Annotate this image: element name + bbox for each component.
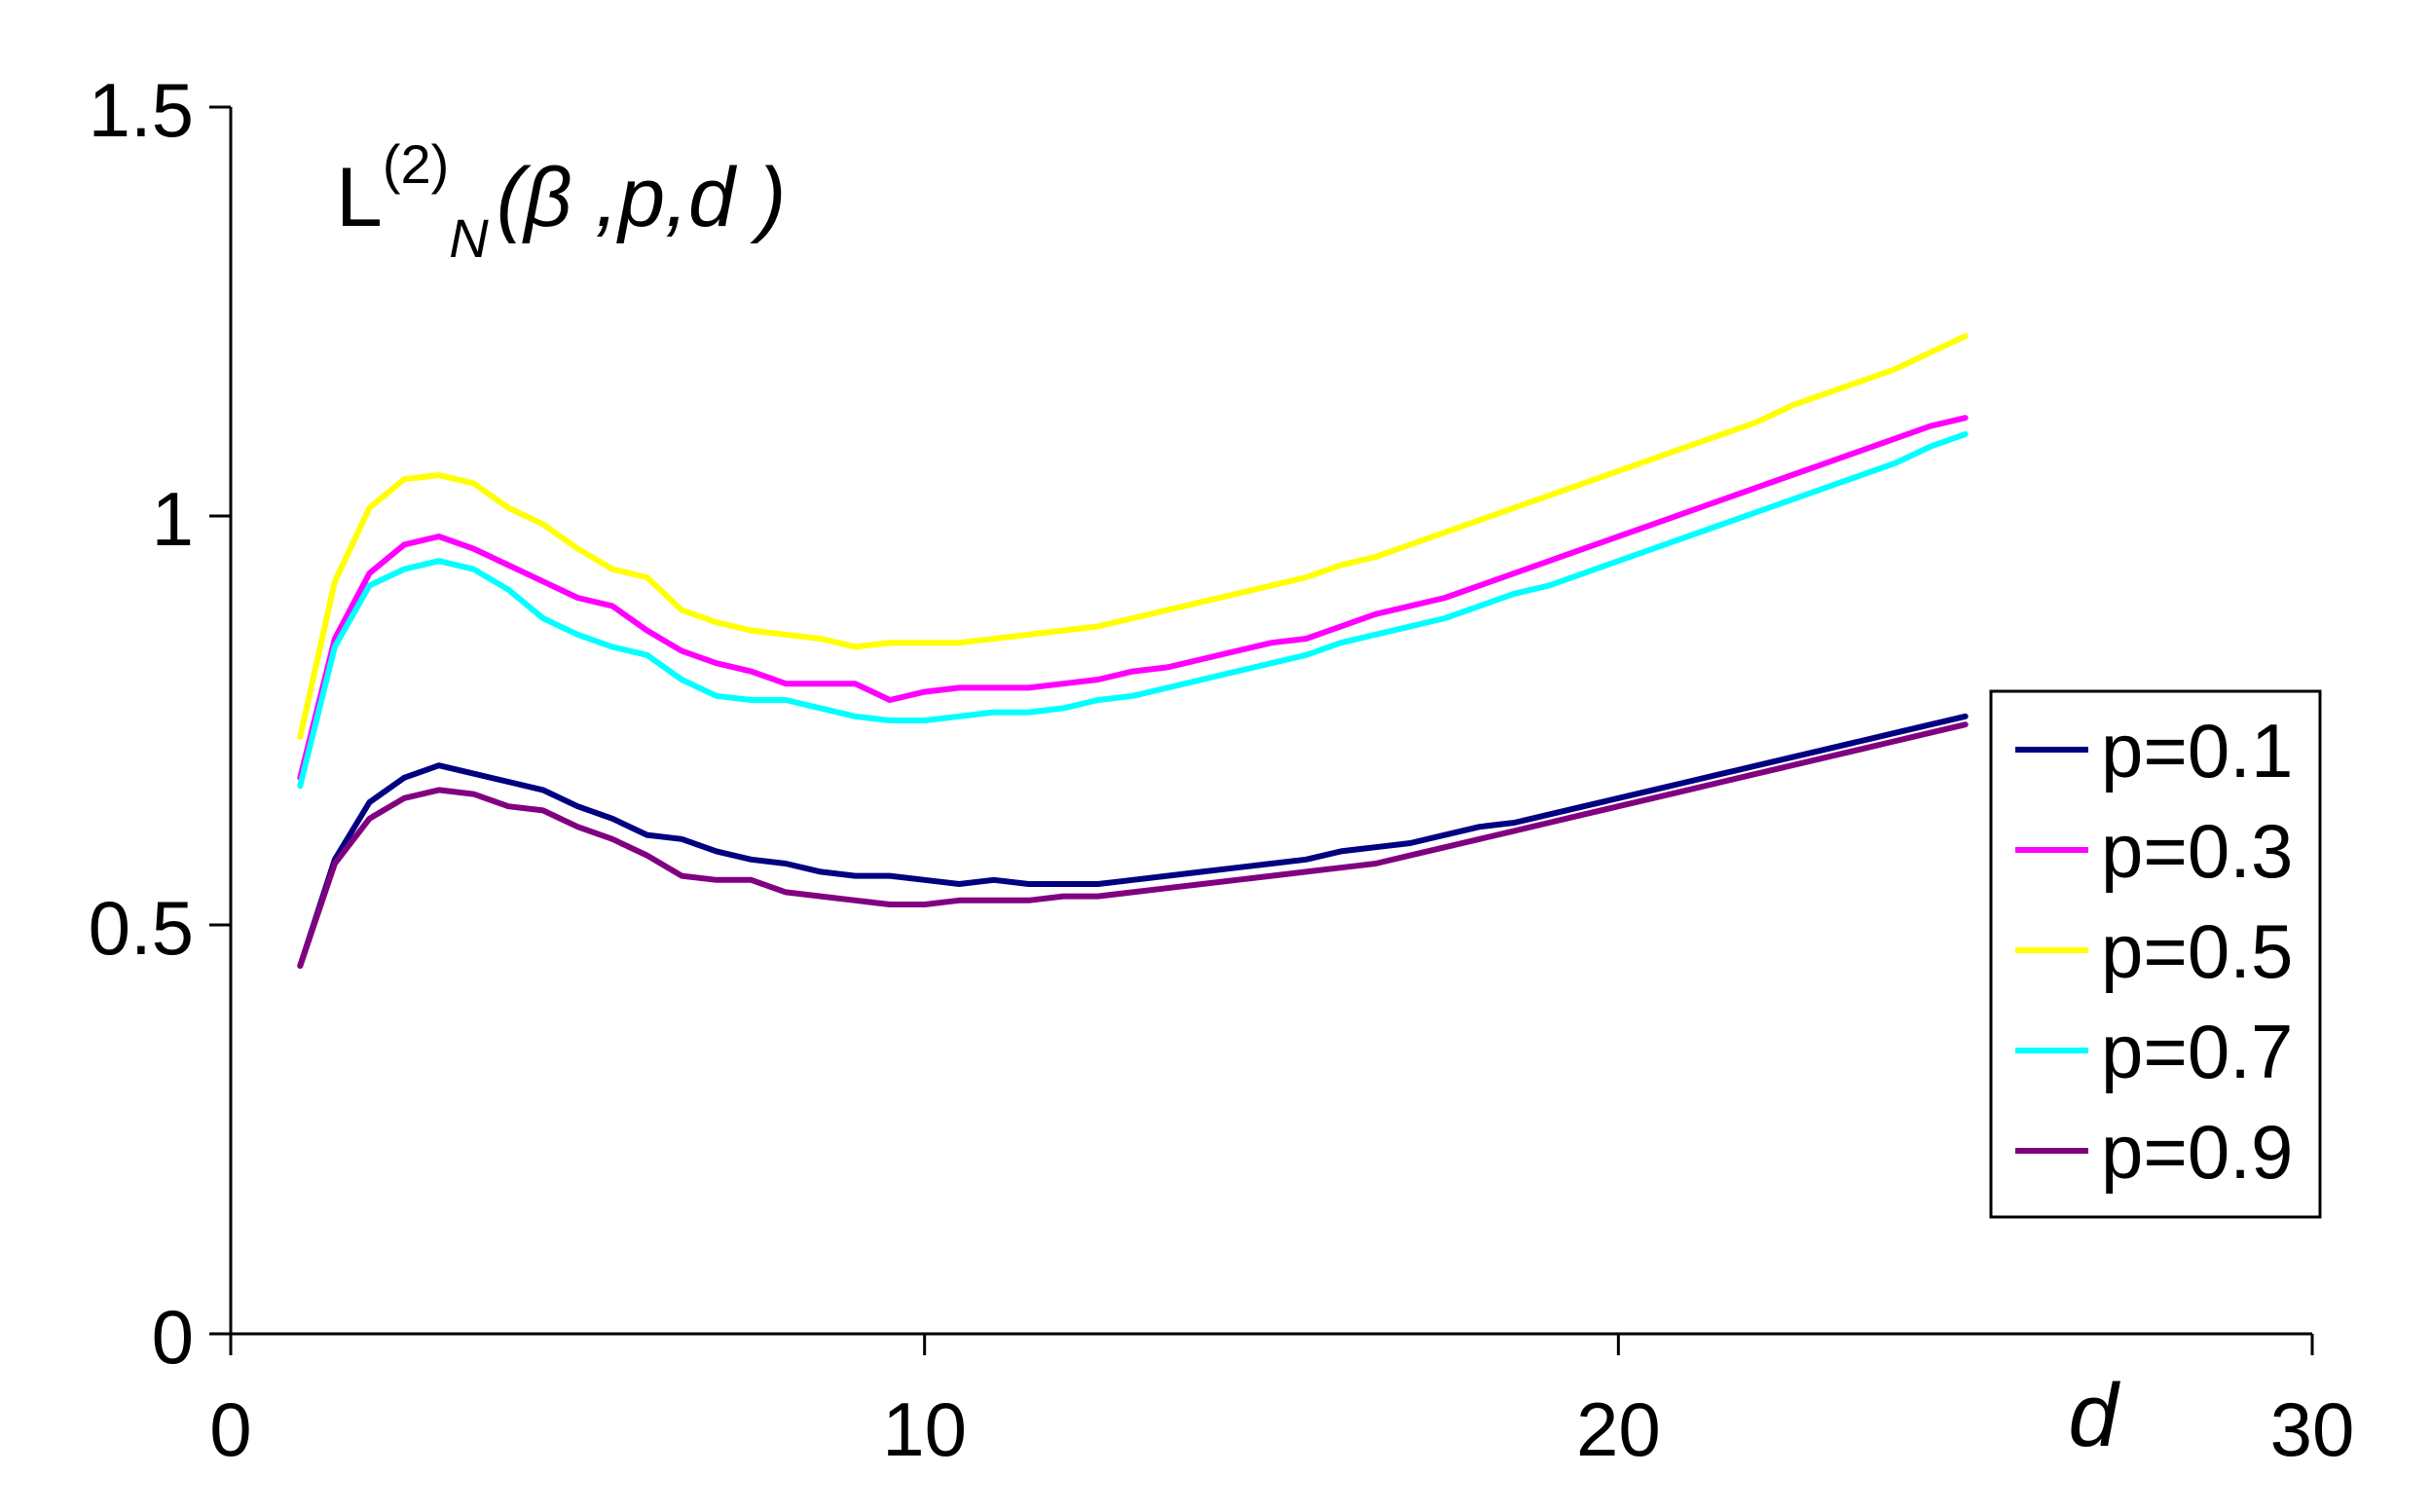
- series-line-p=0.7: [297, 431, 1969, 790]
- chart-title: L(2)N(β ,p,d ): [336, 133, 786, 269]
- legend-label: p=0.9: [2101, 1109, 2293, 1195]
- series-line-p=0.5: [297, 333, 1969, 740]
- series-line-p=0.9: [297, 721, 1969, 969]
- y-tick-label: 0: [152, 1294, 194, 1380]
- legend-box: [1989, 689, 2322, 1219]
- legend-label: p=0.7: [2101, 1009, 2293, 1094]
- y-tick-label: 1.5: [89, 67, 194, 153]
- title-sub: N: [449, 207, 489, 269]
- legend-label: p=0.5: [2101, 908, 2293, 994]
- legend-label: p=0.3: [2101, 808, 2293, 894]
- title-args: (β ,p,d ): [497, 151, 787, 244]
- x-axis-label: d: [2068, 1366, 2120, 1465]
- legend: p=0.1 p=0.3 p=0.5 p=0.7 p=0.9: [1989, 689, 2322, 1219]
- y-tick-label: 1: [152, 476, 194, 562]
- x-tick-label: 0: [209, 1386, 251, 1472]
- series-layer: [297, 333, 1969, 969]
- series-line-p=0.1: [297, 713, 1969, 969]
- x-tick-label: 30: [2270, 1386, 2355, 1472]
- series-line-p=0.3: [297, 415, 1969, 781]
- x-tick-label: 20: [1576, 1386, 1661, 1472]
- x-tick-label: 10: [882, 1386, 967, 1472]
- title-sup: (2): [383, 133, 449, 195]
- axes: 0 0.5 1 1.5 0 10 20 30: [89, 67, 2355, 1472]
- legend-label: p=0.1: [2101, 708, 2293, 793]
- title-main: L: [336, 151, 383, 244]
- y-tick-label: 0.5: [89, 885, 194, 971]
